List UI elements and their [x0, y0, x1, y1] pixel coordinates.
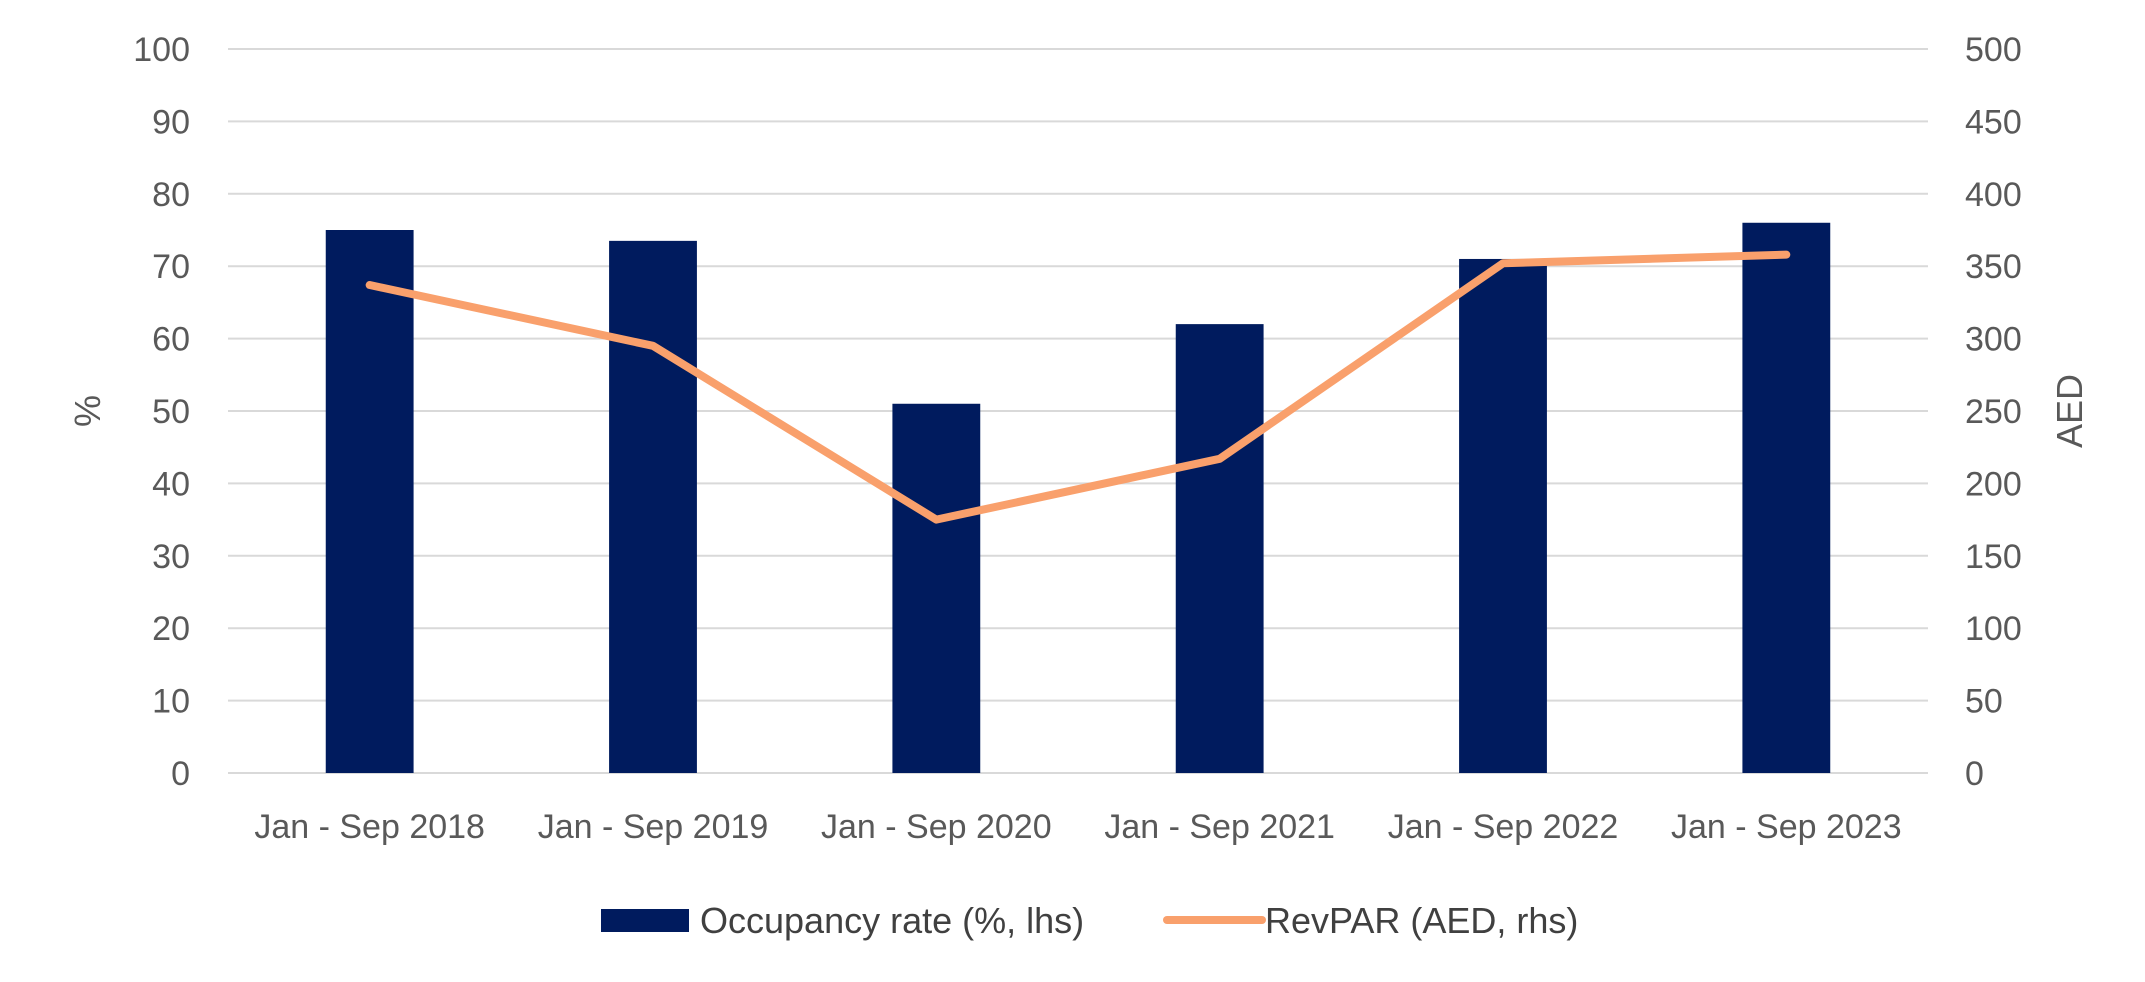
left-y-axis-ticks: 0 10 20 30 40 50 60 70 80 90 100 [133, 31, 190, 793]
revpar-point [935, 519, 937, 521]
gridlines [228, 48, 1928, 774]
left-y-tick-label: 20 [152, 610, 190, 648]
left-y-tick-label: 80 [152, 176, 190, 214]
left-y-axis-title: % [67, 395, 108, 427]
left-y-tick-label: 90 [152, 103, 190, 141]
right-y-axis-ticks: 0 50 100 150 200 250 300 350 400 450 500 [1965, 31, 2022, 793]
legend-label-revpar: RevPAR (AED, rhs) [1265, 900, 1578, 941]
x-tick-label: Jan - Sep 2021 [1104, 808, 1335, 846]
right-y-tick-label: 400 [1965, 176, 2022, 214]
right-y-tick-label: 0 [1965, 755, 1984, 793]
left-y-tick-label: 0 [171, 755, 190, 793]
legend: Occupancy rate (%, lhs) RevPAR (AED, rhs… [601, 900, 1578, 941]
left-y-tick-label: 40 [152, 465, 190, 503]
right-y-tick-label: 50 [1965, 683, 2003, 721]
occupancy-bar [1459, 258, 1547, 774]
left-y-tick-label: 30 [152, 538, 190, 576]
revpar-point [1502, 262, 1504, 264]
revpar-line [365, 250, 1791, 524]
right-y-axis-title: AED [2049, 374, 2090, 448]
left-y-tick-label: 100 [133, 31, 190, 69]
right-y-tick-label: 300 [1965, 321, 2022, 359]
right-y-tick-label: 500 [1965, 31, 2022, 69]
occupancy-bar [1742, 222, 1831, 773]
legend-swatch-occupancy [601, 909, 689, 932]
x-tick-label: Jan - Sep 2019 [538, 808, 769, 846]
occupancy-bars [325, 222, 1831, 774]
revpar-point [652, 345, 654, 347]
occupancy-bar [1175, 324, 1264, 773]
occupancy-bar [892, 403, 981, 773]
x-tick-label: Jan - Sep 2020 [821, 808, 1052, 846]
revpar-point [1785, 254, 1787, 256]
right-y-tick-label: 250 [1965, 393, 2022, 431]
occupancy-bar [325, 230, 414, 773]
right-y-tick-label: 350 [1965, 248, 2022, 286]
right-y-tick-label: 100 [1965, 610, 2022, 648]
x-tick-label: Jan - Sep 2023 [1671, 808, 1902, 846]
legend-label-occupancy: Occupancy rate (%, lhs) [700, 900, 1084, 941]
right-y-tick-label: 150 [1965, 538, 2022, 576]
x-axis-ticks: Jan - Sep 2018 Jan - Sep 2019 Jan - Sep 20… [254, 808, 1901, 846]
left-y-tick-label: 50 [152, 393, 190, 431]
left-y-tick-label: 70 [152, 248, 190, 286]
left-y-tick-label: 60 [152, 321, 190, 359]
revpar-point [1219, 458, 1221, 460]
occupancy-bar [609, 240, 697, 774]
x-tick-label: Jan - Sep 2022 [1388, 808, 1619, 846]
right-y-tick-label: 450 [1965, 103, 2022, 141]
left-y-tick-label: 10 [152, 683, 190, 721]
x-tick-label: Jan - Sep 2018 [254, 808, 485, 846]
right-y-tick-label: 200 [1965, 465, 2022, 503]
revpar-line-series [365, 250, 1791, 524]
revpar-point [369, 284, 371, 286]
